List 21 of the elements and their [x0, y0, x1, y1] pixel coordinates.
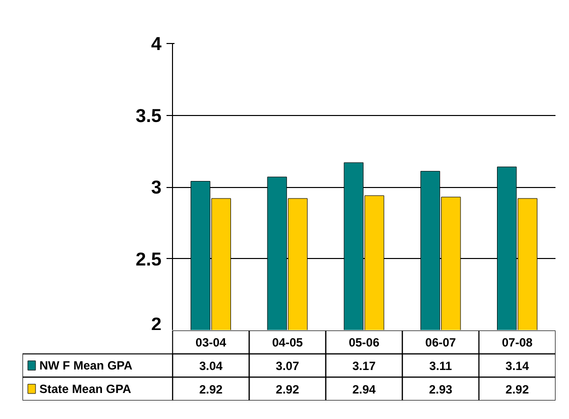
- data-label: 3.07: [276, 359, 300, 373]
- y-tick-label: 2.5: [136, 248, 162, 270]
- x-tick-label: 03-04: [196, 336, 227, 350]
- x-tick-label: 06-07: [425, 336, 456, 350]
- data-label: 3.11: [429, 359, 452, 373]
- x-tick-label: 04-05: [272, 336, 304, 350]
- data-label: 2.93: [428, 382, 453, 396]
- y-tick-label: 3: [151, 176, 162, 198]
- data-label: 3.04: [199, 359, 223, 373]
- data-label: 3.14: [506, 359, 530, 373]
- x-tick-label: 07-08: [502, 336, 533, 350]
- x-tick-label: 05-06: [348, 336, 380, 350]
- data-label: 2.92: [276, 382, 300, 396]
- data-label: 2.92: [506, 382, 530, 396]
- y-tick-label: 4: [151, 33, 162, 54]
- data-label: 3.17: [352, 359, 376, 373]
- data-label: 2.94: [352, 382, 376, 396]
- legend-label: NW F Mean GPA: [39, 358, 133, 372]
- y-tick-label: 3.5: [136, 104, 162, 126]
- data-label: 2.92: [199, 382, 223, 396]
- legend-label: State Mean GPA: [39, 382, 132, 396]
